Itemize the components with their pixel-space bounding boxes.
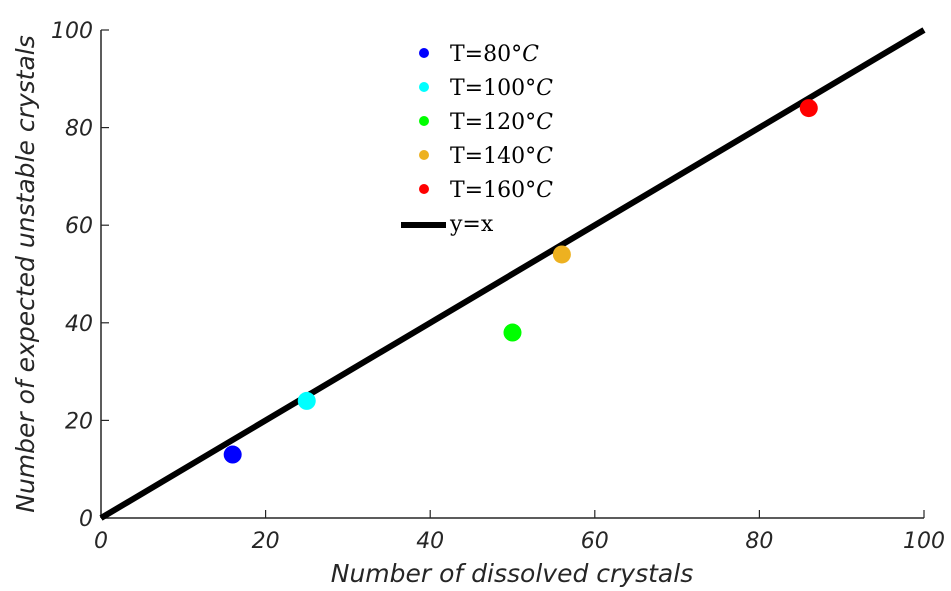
data-point — [503, 323, 522, 342]
legend-label: T=120°C — [450, 110, 553, 135]
legend-label: T=100°C — [450, 76, 553, 101]
legend-marker — [419, 150, 429, 160]
reference-line-y-equals-x — [99, 27, 926, 521]
x-tick-label: 0 — [94, 529, 108, 554]
x-tick-label: 20 — [252, 529, 280, 554]
data-point — [223, 445, 242, 464]
legend-marker — [419, 82, 429, 92]
legend-label: T=160°C — [450, 178, 553, 203]
y-tick-label: 0 — [79, 507, 93, 532]
legend-marker — [419, 48, 429, 58]
data-point — [297, 391, 316, 410]
data-point — [799, 99, 818, 118]
legend-label: T=140°C — [450, 144, 553, 169]
legend-label: T=80°C — [450, 42, 539, 67]
data-point — [552, 245, 571, 264]
legend-label: y=x — [449, 212, 494, 237]
x-tick-label: 40 — [416, 529, 444, 554]
x-tick-label: 100 — [903, 529, 945, 554]
legend-marker — [419, 116, 429, 126]
axes: 0 20 40 60 80 100 0 20 40 60 80 100 — [51, 19, 945, 554]
legend-marker — [419, 184, 429, 194]
y-tick-label: 40 — [65, 312, 93, 337]
y-tick-label: 100 — [51, 19, 93, 44]
x-tick-label: 60 — [581, 529, 609, 554]
y-tick-label: 20 — [65, 409, 93, 434]
x-axis-title: Number of dissolved crystals — [331, 559, 693, 588]
y-tick-label: 80 — [65, 117, 93, 142]
y-axis-title: Number of expected unstable crystals — [11, 35, 40, 513]
legend: T=80°C T=100°C T=120°C T=140°C T=160°C y=x — [401, 42, 553, 237]
x-tick-label: 80 — [745, 529, 773, 554]
plot-area — [99, 27, 926, 521]
y-tick-label: 60 — [65, 214, 93, 239]
